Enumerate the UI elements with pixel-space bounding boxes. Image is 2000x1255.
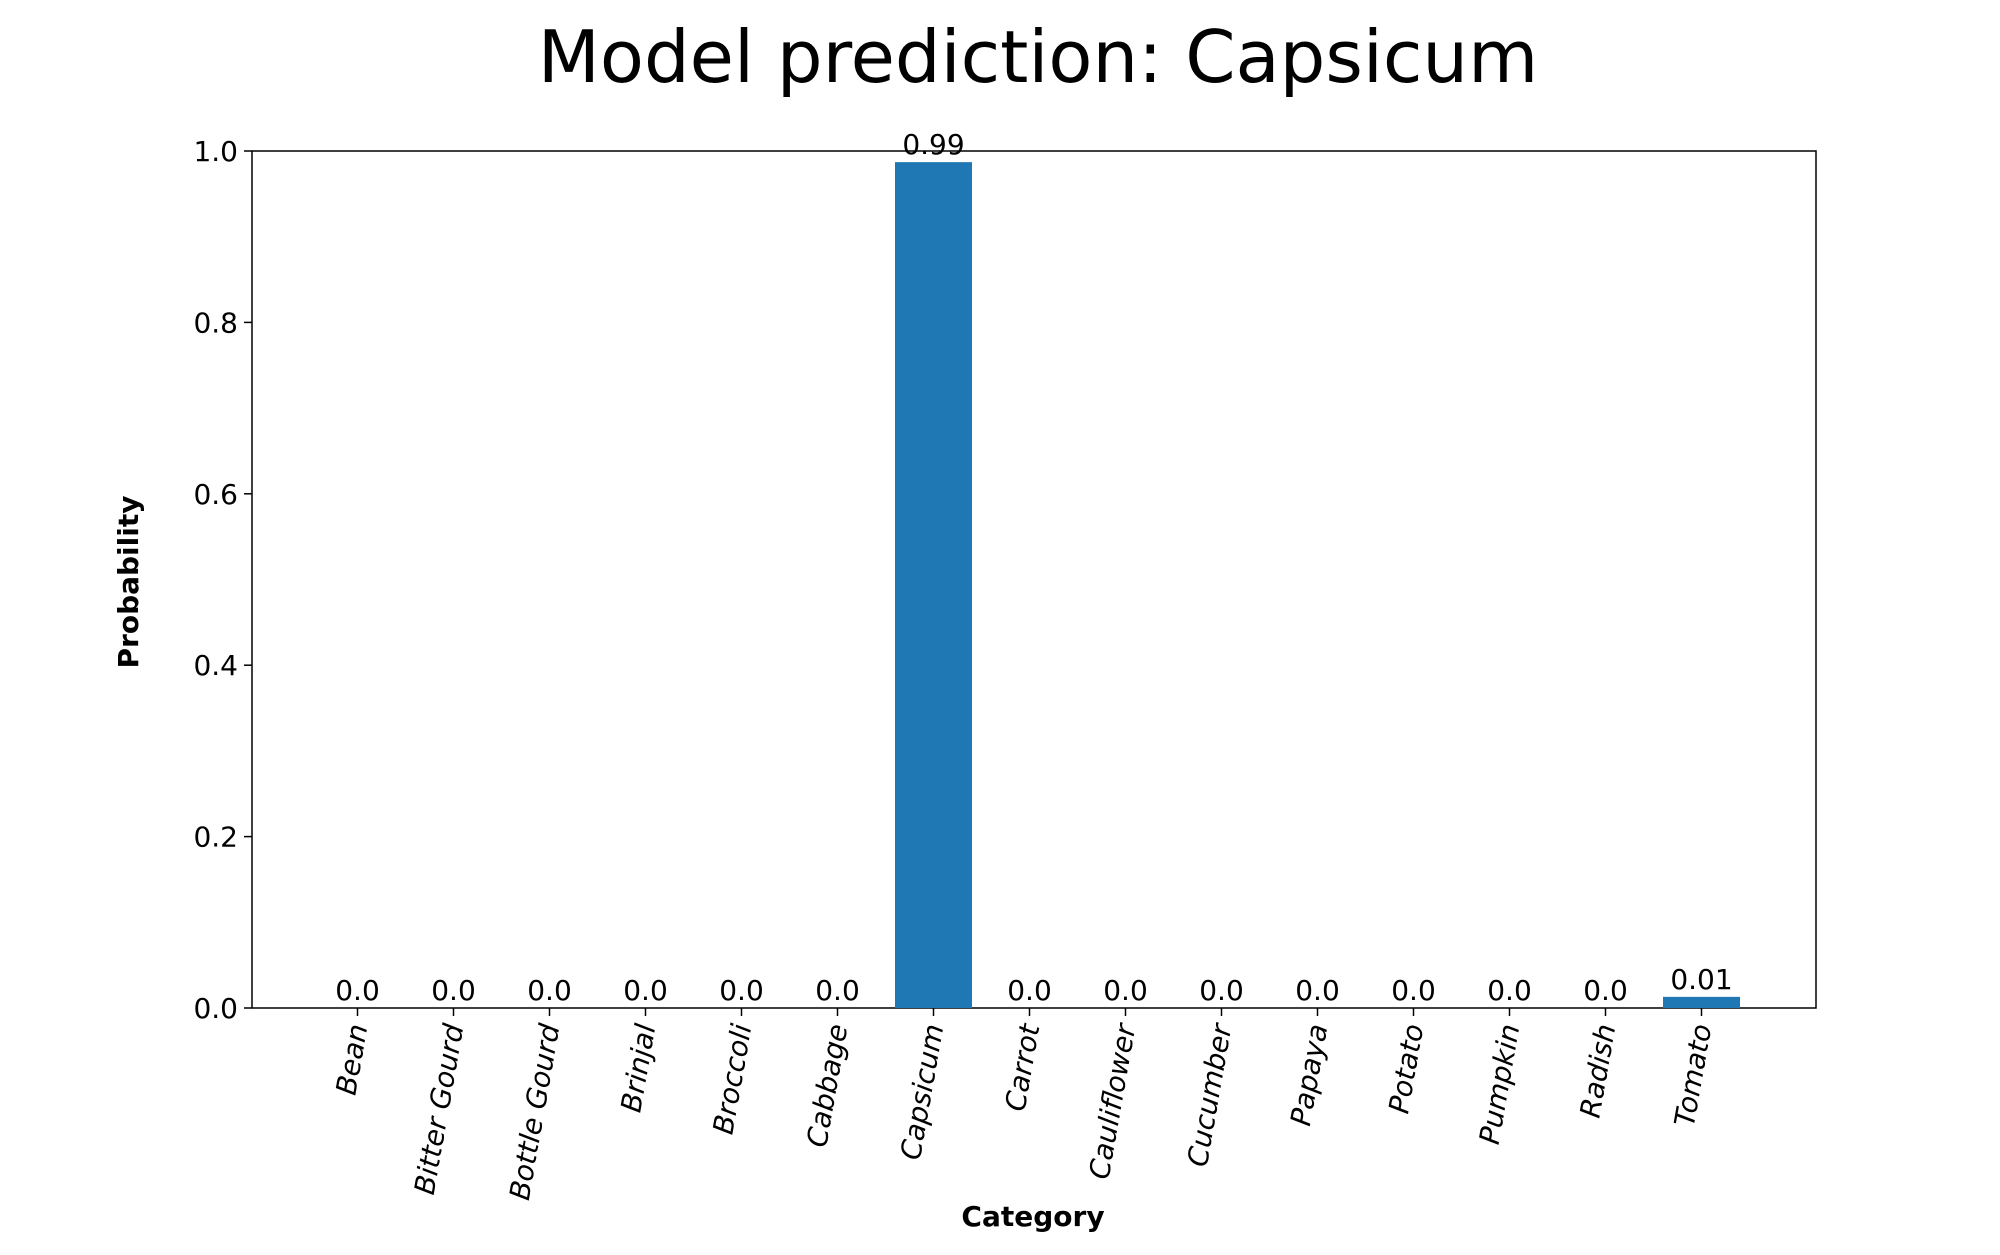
y-axis-ticks: 0.0 0.2 0.4 0.6 0.8 1.0 <box>193 135 252 1025</box>
data-label: 0.0 <box>1295 974 1340 1007</box>
x-tick-label: Bitter Gourd <box>408 1021 470 1197</box>
y-tick-label: 0.6 <box>193 478 238 511</box>
bar-tomato <box>1663 996 1740 1008</box>
y-axis-label: Probability <box>112 496 145 669</box>
data-label: 0.0 <box>623 974 668 1007</box>
bar-capsicum <box>895 162 972 1009</box>
x-tick-label: Cucumber <box>1181 1020 1239 1169</box>
x-axis-label: Category <box>961 1200 1104 1233</box>
x-axis-ticks: Bean Bitter Gourd Bottle Gourd Brinjal Brocc… <box>330 1008 1718 1203</box>
data-label: 0.0 <box>1007 974 1052 1007</box>
x-tick-label: Brinjal <box>614 1021 662 1115</box>
data-label: 0.0 <box>815 974 860 1007</box>
data-label: 0.0 <box>335 974 380 1007</box>
x-tick-label: Cauliflower <box>1083 1020 1143 1182</box>
data-label: 0.0 <box>1199 974 1244 1007</box>
data-label: 0.0 <box>719 974 764 1007</box>
data-label: 0.0 <box>527 974 572 1007</box>
y-tick-label: 0.2 <box>193 821 238 854</box>
x-tick-label: Tomato <box>1668 1021 1718 1128</box>
data-label: 0.0 <box>1391 974 1436 1007</box>
data-label: 0.99 <box>902 128 964 161</box>
x-tick-label: Papaya <box>1284 1021 1334 1128</box>
x-tick-label: Bean <box>330 1021 375 1097</box>
x-tick-label: Bottle Gourd <box>503 1021 566 1202</box>
chart-title: Model prediction: Capsicum <box>538 15 1538 99</box>
y-tick-label: 0.8 <box>193 306 238 339</box>
data-label: 0.0 <box>1103 974 1148 1007</box>
x-tick-label: Cabbage <box>800 1021 854 1149</box>
bars-group <box>895 162 1740 1009</box>
data-label: 0.0 <box>1487 974 1532 1007</box>
y-tick-label: 0.0 <box>193 992 238 1025</box>
data-label: 0.0 <box>431 974 476 1007</box>
x-tick-label: Broccoli <box>707 1021 759 1137</box>
x-tick-label: Radish <box>1573 1021 1622 1120</box>
y-tick-label: 1.0 <box>193 135 238 168</box>
x-tick-label: Carrot <box>999 1020 1047 1113</box>
x-tick-label: Capsicum <box>894 1021 950 1162</box>
plot-area-frame <box>251 150 1817 1009</box>
x-tick-label: Pumpkin <box>1473 1021 1527 1146</box>
data-labels-group: 0.0 0.0 0.0 0.0 0.0 0.0 0.99 0.0 0.0 0.0 0.0 0.0 0.0… <box>335 128 1732 1007</box>
data-label: 0.01 <box>1670 963 1732 996</box>
y-tick-label: 0.4 <box>193 649 238 682</box>
data-label: 0.0 <box>1583 974 1628 1007</box>
x-tick-label: Potato <box>1382 1021 1430 1116</box>
